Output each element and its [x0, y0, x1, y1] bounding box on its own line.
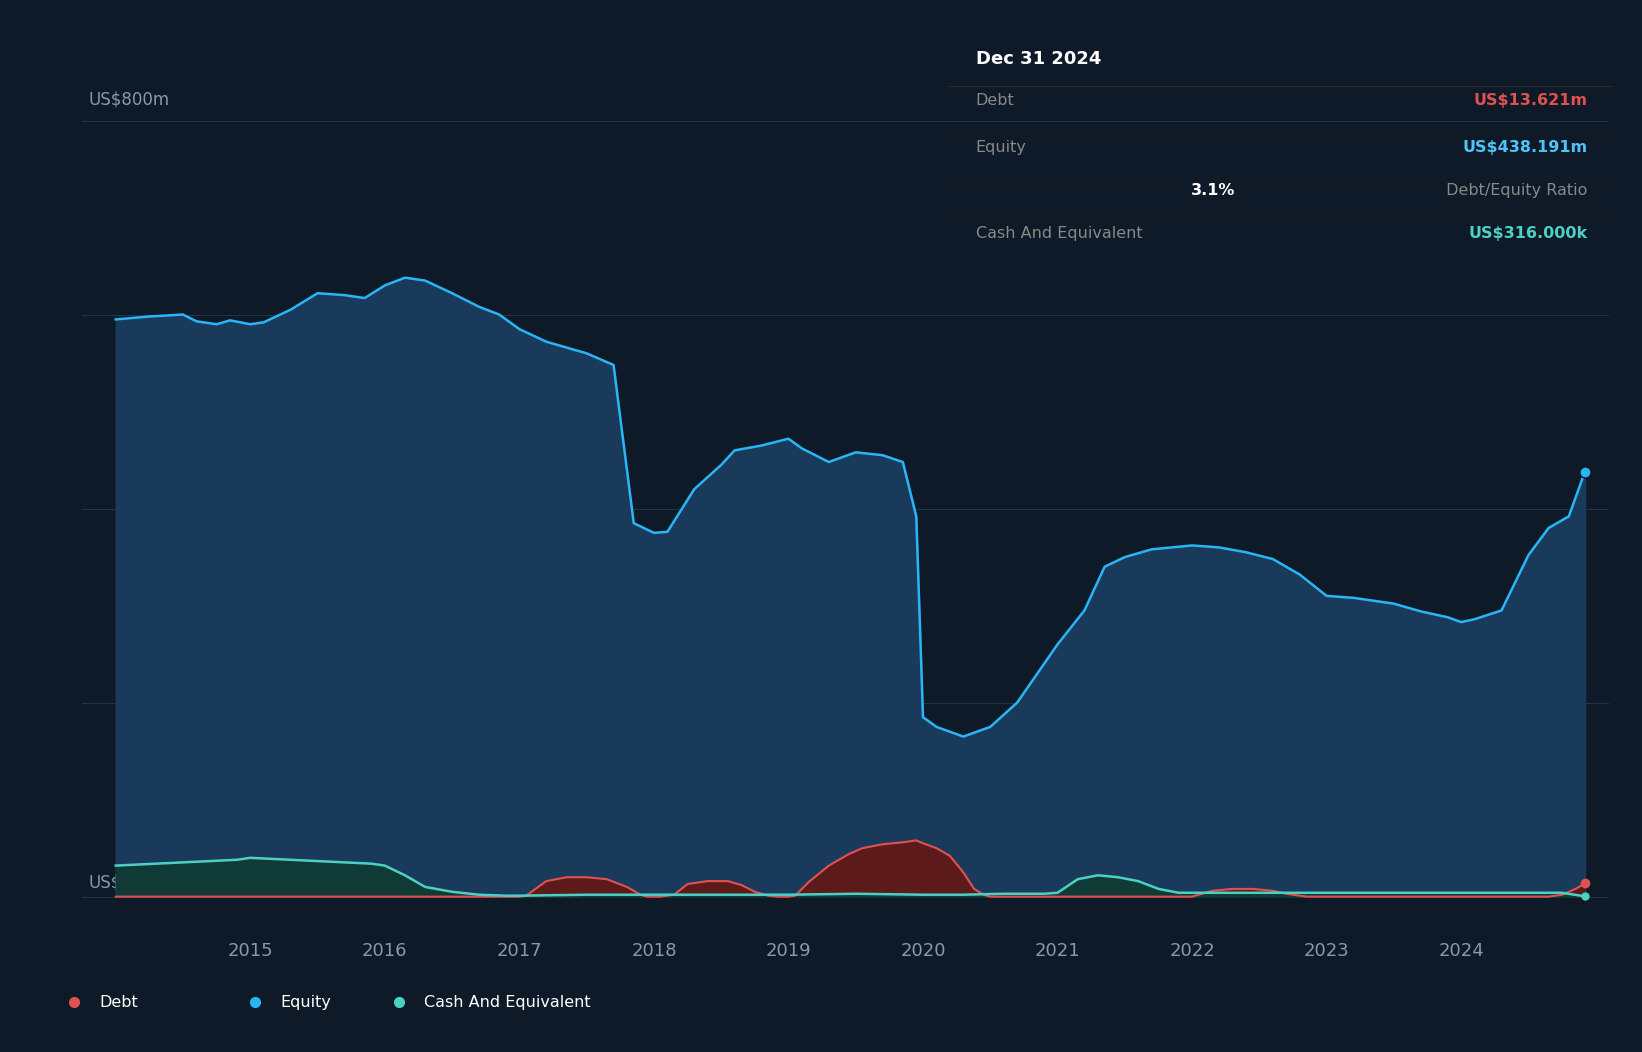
- Text: US$438.191m: US$438.191m: [1463, 140, 1588, 155]
- Text: Equity: Equity: [281, 994, 332, 1010]
- Text: Cash And Equivalent: Cash And Equivalent: [424, 994, 589, 1010]
- Text: US$316.000k: US$316.000k: [1468, 226, 1588, 241]
- Text: Cash And Equivalent: Cash And Equivalent: [975, 226, 1143, 241]
- Text: US$0: US$0: [89, 874, 133, 892]
- Text: Debt: Debt: [99, 994, 138, 1010]
- Text: US$800m: US$800m: [89, 90, 171, 108]
- Text: Debt/Equity Ratio: Debt/Equity Ratio: [1442, 183, 1588, 198]
- Text: 3.1%: 3.1%: [1190, 183, 1235, 198]
- Text: Debt: Debt: [975, 93, 1015, 107]
- Text: Equity: Equity: [975, 140, 1026, 155]
- Text: US$13.621m: US$13.621m: [1473, 93, 1588, 107]
- Text: Dec 31 2024: Dec 31 2024: [975, 49, 1102, 67]
